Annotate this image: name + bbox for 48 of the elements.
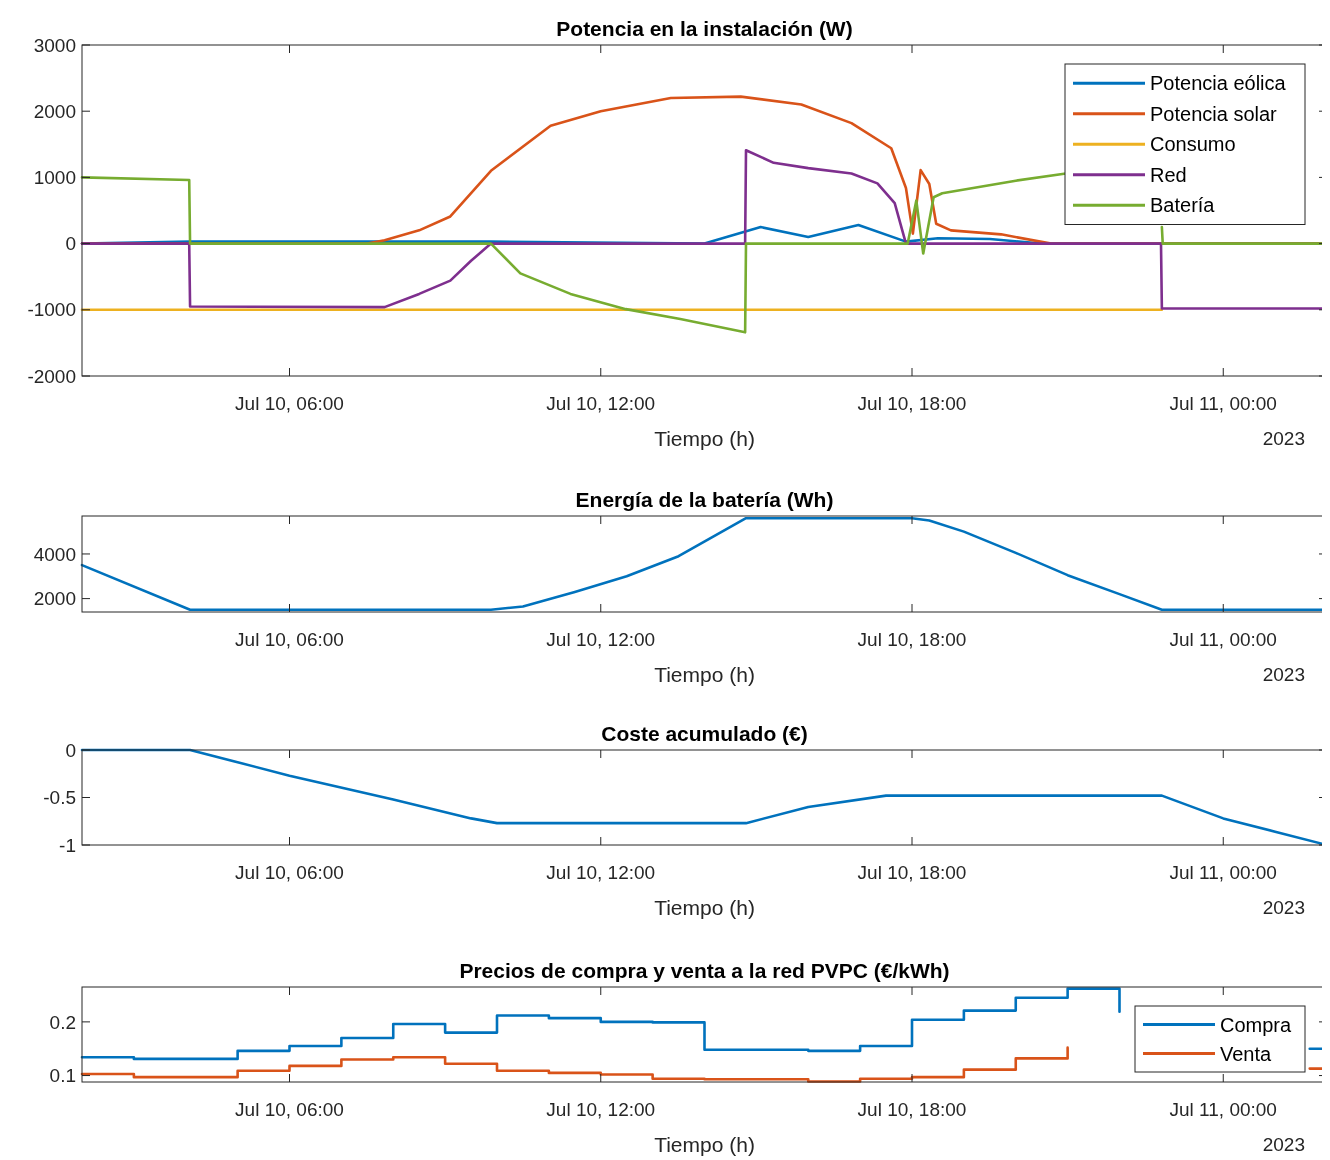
x-tick-label: Jul 10, 12:00: [546, 1099, 656, 1120]
y-tick-label: 4000: [33, 543, 76, 565]
y-tick-label: 0.2: [49, 1011, 76, 1033]
x-tick-label: Jul 10, 18:00: [857, 1099, 967, 1120]
y-tick-label: -1: [59, 834, 76, 856]
y-tick-label: -1000: [27, 299, 76, 321]
x-tick-label: Jul 10, 06:00: [235, 862, 344, 883]
x-tick-label: Jul 10, 18:00: [857, 629, 967, 650]
series-label: Venta: [1220, 1042, 1273, 1065]
chart-title: Energía de la batería (Wh): [575, 488, 834, 511]
x-axis-title: Tiempo (h): [654, 896, 755, 919]
y-tick-label: 1000: [33, 167, 76, 189]
text: 2023: [1262, 428, 1305, 449]
legend-label: Potencia solar: [1150, 102, 1278, 125]
legend-label: Red: [1150, 163, 1187, 186]
text: 2023: [1262, 664, 1305, 685]
y-tick-label: 0: [65, 233, 76, 255]
legend-label: Consumo: [1150, 133, 1236, 156]
x-tick-label: Jul 11, 00:00: [1169, 393, 1277, 414]
x-tick-label: Jul 11, 00:00: [1169, 629, 1277, 650]
y-tick-label: 0: [65, 739, 76, 761]
chart-title: Potencia en la instalación (W): [556, 17, 853, 40]
x-tick-label: Jul 10, 12:00: [546, 629, 656, 650]
x-tick-label: Jul 10, 06:00: [235, 1099, 344, 1120]
y-tick-label: 3000: [33, 34, 76, 56]
x-tick-label: Jul 10, 18:00: [857, 862, 967, 883]
x-tick-label: Jul 11, 00:00: [1169, 862, 1277, 883]
legend-label: Compra: [1220, 1013, 1293, 1036]
legend-label: Batería: [1150, 194, 1216, 217]
legend-label: Potencia eólica: [1150, 72, 1287, 95]
x-tick-label: Jul 10, 12:00: [546, 393, 656, 414]
y-tick-label: 0.1: [49, 1065, 76, 1087]
x-axis-title: Tiempo (h): [654, 663, 755, 686]
x-axis-title: Tiempo (h): [654, 1133, 755, 1156]
chart-title: Coste acumulado (€): [601, 722, 808, 745]
y-tick-label: -2000: [27, 365, 76, 387]
x-tick-label: Jul 10, 06:00: [235, 629, 344, 650]
chart-title: Precios de compra y venta a la red PVPC (€/kWh): [459, 959, 950, 982]
x-tick-label: Jul 10, 12:00: [546, 862, 656, 883]
y-tick-label: 2000: [33, 588, 76, 610]
x-axis-title: Tiempo (h): [654, 427, 755, 450]
y-tick-label: 2000: [33, 100, 76, 122]
text: 2023: [1262, 897, 1305, 918]
text: 2023: [1262, 1134, 1305, 1155]
y-tick-label: -0.5: [43, 787, 76, 809]
x-tick-label: Jul 10, 06:00: [235, 393, 344, 414]
x-tick-label: Jul 11, 00:00: [1169, 1099, 1277, 1120]
x-tick-label: Jul 10, 18:00: [857, 393, 967, 414]
